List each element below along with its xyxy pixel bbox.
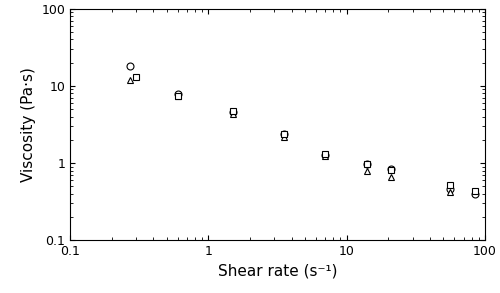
Y-axis label: Viscosity (Pa·s): Viscosity (Pa·s) [20, 67, 36, 182]
T = 0°C [174, 95, 180, 98]
Line: T = 4°C: T = 4°C [126, 63, 478, 197]
T = −5°C [174, 94, 180, 97]
T = −5°C [280, 132, 286, 136]
T = 4°C [126, 64, 132, 68]
T = −5°C [133, 75, 139, 79]
T = 0°C [447, 190, 453, 194]
T = 4°C [230, 110, 235, 114]
T = 0°C [364, 169, 370, 173]
T = 4°C [364, 162, 370, 166]
T = 0°C [322, 155, 328, 158]
T = 4°C [174, 93, 180, 96]
T = −5°C [447, 183, 453, 187]
T = 0°C [126, 78, 132, 81]
T = 4°C [322, 153, 328, 156]
T = −5°C [230, 109, 235, 112]
T = 4°C [388, 168, 394, 171]
Line: T = −5°C: T = −5°C [132, 74, 478, 195]
T = 4°C [447, 187, 453, 191]
T = 0°C [388, 175, 394, 178]
T = −5°C [472, 190, 478, 193]
T = 0°C [280, 135, 286, 138]
X-axis label: Shear rate (s⁻¹): Shear rate (s⁻¹) [218, 264, 337, 279]
T = 4°C [280, 133, 286, 136]
T = 4°C [472, 192, 478, 195]
T = −5°C [322, 153, 328, 156]
T = −5°C [388, 168, 394, 171]
T = −5°C [364, 162, 370, 166]
T = 0°C [230, 113, 235, 116]
Line: T = 0°C: T = 0°C [126, 76, 454, 196]
